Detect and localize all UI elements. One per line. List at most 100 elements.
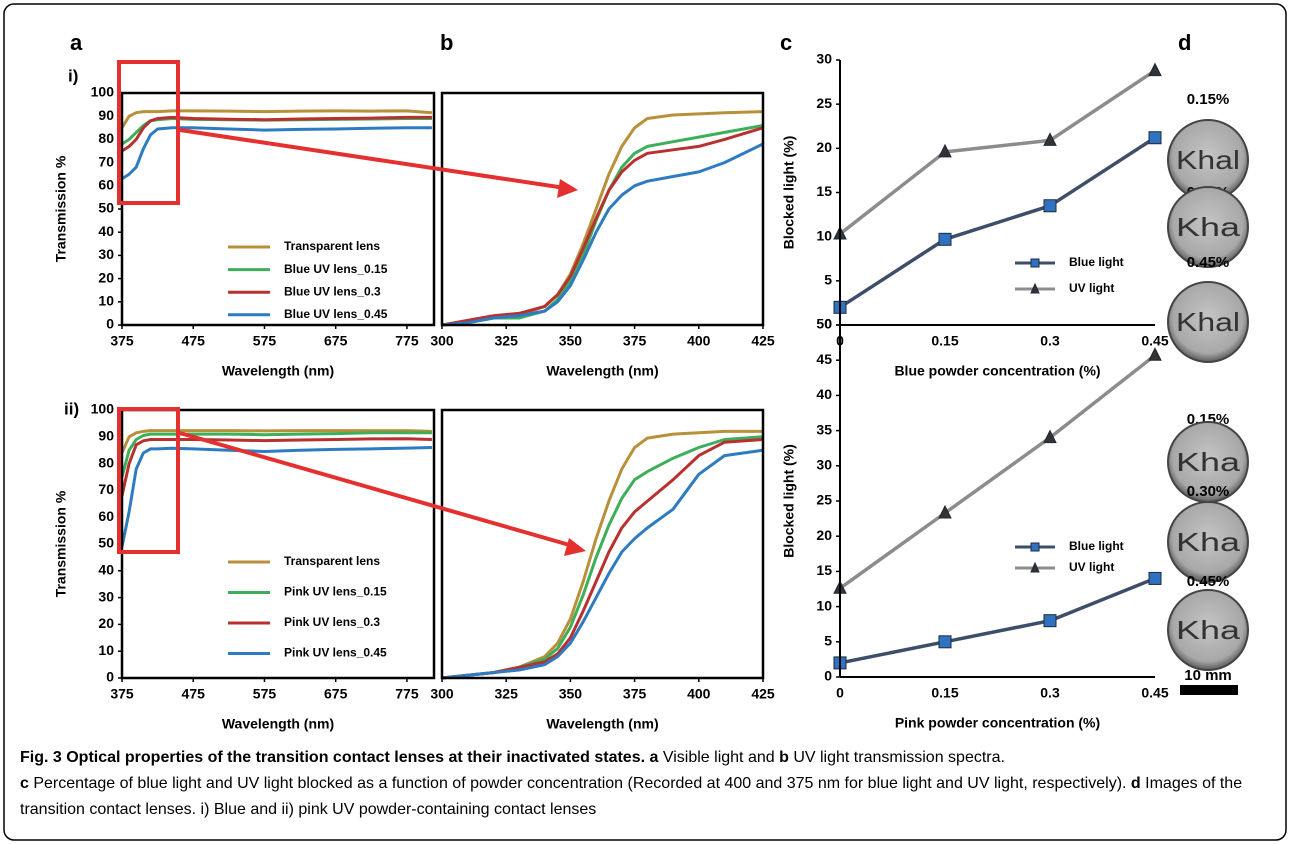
x-axis-title: Wavelength (nm) [222,716,334,732]
caption-text: Visible light and [662,749,775,766]
y-tick-label: 70 [98,153,114,169]
x-tick-label: 375 [623,333,647,349]
y-tick-label: 50 [98,535,114,551]
y-tick-label: 5 [824,633,832,649]
x-tick-label: 350 [559,686,583,702]
x-tick-label: 0.15 [931,333,958,349]
lens-image [1167,589,1249,671]
x-tick-label: 675 [324,686,348,702]
x-tick-label: 675 [324,333,348,349]
lens-text: Kha [1176,615,1241,645]
plot-frame [440,408,765,680]
legend-label: UV light [1069,560,1114,574]
series-line [122,437,432,497]
x-tick-label: 0.3 [1040,685,1060,701]
y-tick-label: 25 [816,492,832,508]
y-axis-title: Blocked light (%) [781,136,797,250]
x-tick-label: 425 [751,686,775,702]
legend-marker [1030,561,1040,573]
caption-ref: b [779,749,789,766]
row-label: i) [68,66,78,85]
caption-title: Fig. 3 Optical properties of the transit… [20,749,646,766]
y-tick-label: 100 [91,84,115,100]
legend-marker [1030,258,1040,268]
series-line [840,576,1155,665]
caption-ref: d [1130,775,1141,792]
y-tick-label: 0 [106,669,114,685]
series-line [442,438,763,680]
x-tick-label: 300 [430,686,454,702]
marker [1043,132,1057,146]
y-tick-label: 5 [824,272,832,288]
y-tick-label: 15 [816,183,832,199]
marker [1043,199,1057,213]
x-tick-label: 325 [495,333,519,349]
series-line [840,136,1155,309]
series-line [442,448,763,680]
panel-label: b [440,30,453,55]
lens-text: Khal [1176,145,1240,175]
legend-marker [1030,282,1040,294]
caption: Fig. 3 Optical properties of the transit… [20,745,1275,823]
marker [1043,614,1057,628]
marker [1148,62,1162,77]
series-line [122,446,432,547]
lens-text: Kha [1176,212,1241,242]
series-line [442,124,763,327]
marker [1148,347,1162,361]
y-tick-label: 70 [98,481,114,497]
y-tick-label: 35 [816,421,832,437]
y-tick-label: 10 [98,642,114,658]
arrow-head [564,538,586,556]
y-tick-label: 90 [98,428,114,444]
caption-ref: c [20,775,29,792]
scale-bar [1180,685,1238,695]
y-tick-label: 80 [98,454,114,470]
x-tick-label: 375 [623,686,647,702]
y-tick-label: 100 [91,401,115,417]
series-line [442,429,763,680]
plot-frame [120,408,436,680]
series-line [122,115,432,153]
x-tick-label: 775 [395,686,419,702]
y-axis-title: Blocked light (%) [781,444,797,558]
legend-marker [1030,542,1040,552]
y-tick-label: 50 [98,200,114,216]
x-axis-title: Wavelength (nm) [222,363,334,379]
y-tick-label: 20 [816,139,832,155]
x-axis-title: Wavelength (nm) [546,363,658,379]
lens-label: 0.45% [1187,254,1230,271]
series-line [442,126,763,327]
x-axis-title: Blue powder concentration (%) [894,363,1100,379]
series-line [122,429,432,454]
x-tick-label: 400 [687,686,711,702]
y-tick-label: 10 [816,227,832,243]
marker [1148,131,1162,145]
caption-text: UV light transmission spectra. [793,749,1005,766]
panel-label: a [70,30,83,55]
x-tick-label: 0 [836,685,844,701]
legend-label: Transparent lens [284,554,380,568]
y-tick-label: 20 [98,269,114,285]
marker [938,143,952,158]
lens-text: Khal [1176,307,1240,337]
x-tick-label: 300 [430,333,454,349]
lens-image [1167,281,1249,363]
caption-text: Percentage of blue light and UV light bl… [33,775,1127,792]
legend-label: Pink UV lens_0.3 [284,615,380,629]
x-tick-label: 775 [395,333,419,349]
x-tick-label: 400 [687,333,711,349]
series-line [122,126,432,181]
y-tick-label: 60 [98,508,114,524]
lens-label: 0.30% [1187,483,1230,500]
marker [1043,429,1057,444]
arrow [179,431,574,548]
x-tick-label: 575 [253,333,277,349]
highlight-box [117,407,180,554]
y-tick-label: 20 [98,615,114,631]
y-tick-label: 10 [98,293,114,309]
legend-label: Blue UV lens_0.15 [284,262,388,276]
